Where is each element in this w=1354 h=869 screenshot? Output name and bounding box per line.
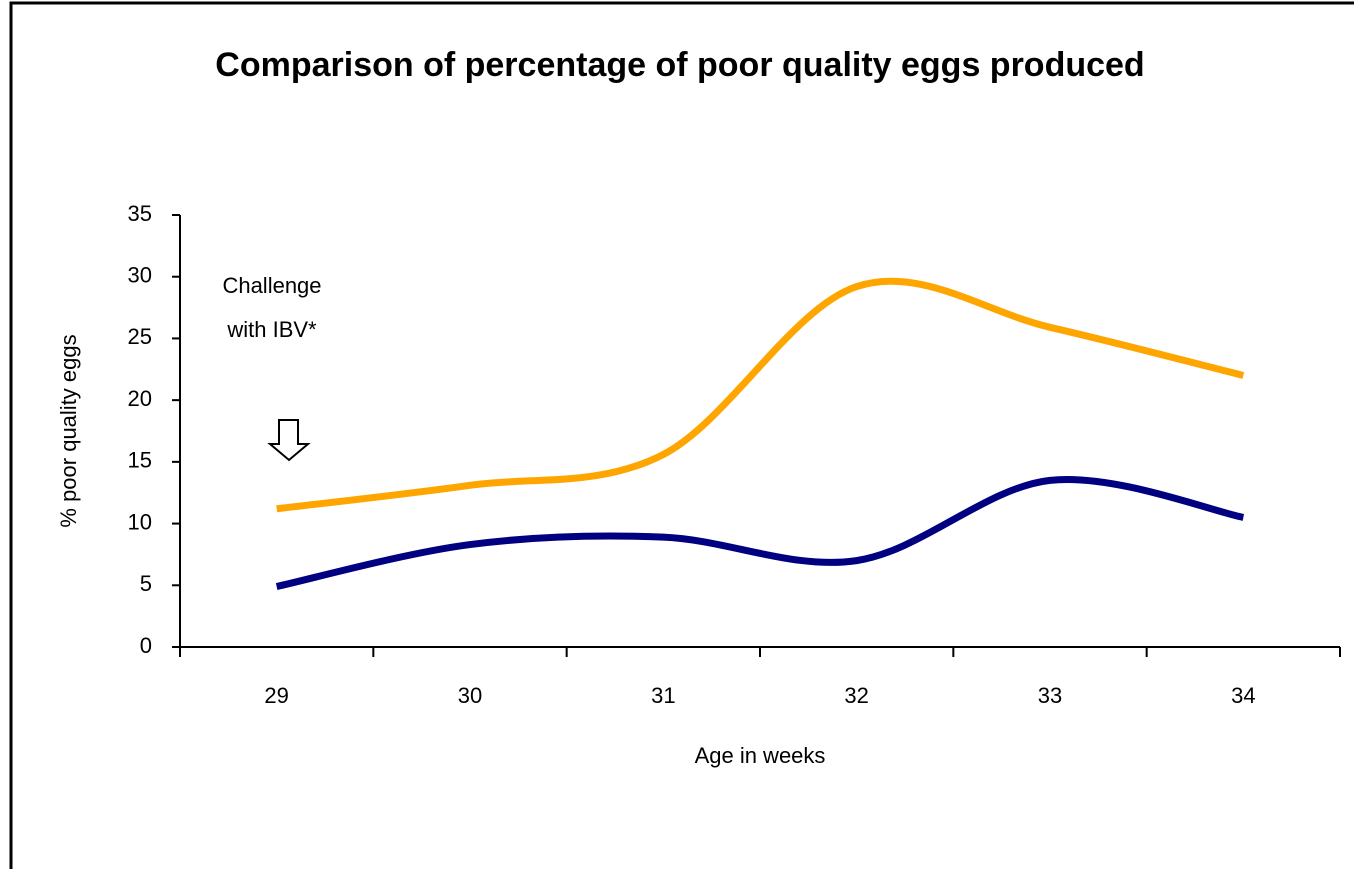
y-tick-label: 25 bbox=[128, 324, 152, 349]
y-tick-label: 0 bbox=[140, 633, 152, 658]
x-tick-label: 29 bbox=[264, 683, 288, 708]
x-tick-label: 30 bbox=[458, 683, 482, 708]
annotation: with IBV* bbox=[226, 317, 317, 342]
y-tick-label: 30 bbox=[128, 263, 152, 288]
series-line bbox=[275, 476, 1245, 590]
chart-title: Comparison of percentage of poor quality… bbox=[215, 46, 1145, 84]
y-axis-label: % poor quality eggs bbox=[56, 334, 81, 527]
series-line bbox=[276, 277, 1245, 513]
x-tick-label: 33 bbox=[1038, 683, 1062, 708]
y-tick-label: 5 bbox=[140, 571, 152, 596]
y-tick-label: 35 bbox=[128, 201, 152, 226]
frame bbox=[9, 1, 1354, 869]
arrow bbox=[267, 419, 311, 462]
y-tick-label: 20 bbox=[128, 386, 152, 411]
x-axis-label: Age in weeks bbox=[695, 743, 826, 768]
y-tick-label: 10 bbox=[128, 509, 152, 534]
y-tick-label: 15 bbox=[128, 448, 152, 473]
x-tick-label: 32 bbox=[844, 683, 868, 708]
x-tick-label: 34 bbox=[1231, 683, 1255, 708]
annotation: Challenge bbox=[222, 273, 321, 298]
x-tick-label: 31 bbox=[651, 683, 675, 708]
